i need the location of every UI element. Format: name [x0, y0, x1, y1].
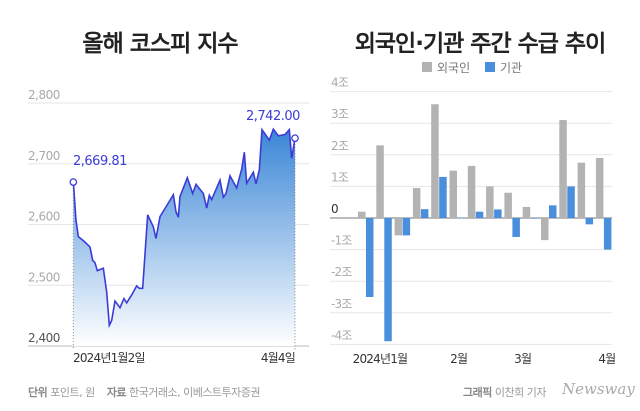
foreign-bar [486, 186, 494, 218]
institution-bar [439, 176, 447, 218]
foreign-bar [595, 157, 604, 218]
footer-source: 단위 포인트, 원 자료 한국거래소, 이베스트투자증권 [28, 384, 261, 400]
start-value-label: 2,669.81 [73, 154, 127, 169]
foreign-bar [577, 162, 586, 218]
kospi-chart-title: 올해 코스피 지수 [82, 31, 238, 57]
start-point [69, 178, 78, 186]
foreign-bar [541, 218, 549, 241]
y-tick-label: -2조 [331, 265, 352, 279]
unit-label: 단위 [28, 386, 48, 399]
institution-bar [384, 218, 392, 342]
kospi-line [72, 127, 296, 329]
y-tick-label: 2,600 [28, 210, 60, 224]
unit-value: 포인트, 원 [50, 386, 95, 399]
end-point [291, 134, 299, 143]
foreign-bar [559, 120, 567, 218]
institution-bar [585, 218, 594, 225]
foreign-bar [394, 218, 403, 236]
footer-credit: 그래픽 이찬희 기자 [463, 384, 546, 400]
x-tick-label: 2월 [450, 352, 467, 366]
end-value-label: 2,742.00 [246, 109, 300, 124]
x-tick-label: 2024년1월2일 [73, 351, 145, 365]
foreign-bar [431, 104, 439, 218]
legend-foreign-swatch [422, 62, 432, 72]
institution-bar [603, 218, 612, 250]
institution-bar [475, 211, 484, 218]
foreign-bar [522, 206, 531, 218]
newsway-logo: Newsway [562, 380, 635, 398]
y-tick-label: 2,500 [28, 270, 60, 284]
foreign-bar [467, 165, 476, 218]
x-tick-label: 4월4일 [261, 351, 295, 365]
foreign-bar [412, 187, 421, 218]
flow-chart-title: 외국인·기관 주간 수급 추이 [354, 31, 607, 57]
kospi-area [73, 129, 295, 346]
legend-institution-label: 기관 [500, 61, 522, 75]
institution-bar [402, 218, 411, 236]
institution-bar [567, 186, 575, 218]
y-tick-label: 2,400 [28, 331, 60, 345]
source-label: 자료 [106, 386, 127, 399]
source-value: 한국거래소, 이베스트투자증권 [128, 386, 261, 399]
graphic-value: 이찬희 기자 [494, 386, 547, 399]
legend-foreign-label: 외국인 [437, 61, 470, 75]
y-tick-label: -1조 [331, 234, 352, 248]
foreign-bar [504, 192, 512, 218]
graphic-label: 그래픽 [463, 386, 492, 399]
institution-bar [366, 218, 374, 297]
y-tick-label: 2,700 [28, 149, 60, 163]
y-tick-label: -4조 [331, 328, 352, 342]
legend-institution-swatch [485, 62, 495, 72]
institution-bar [549, 205, 557, 218]
x-tick-label: 2024년1월 [353, 352, 408, 366]
institution-bar [457, 218, 465, 219]
foreign-bar [376, 145, 384, 218]
y-tick-label: 2조 [331, 139, 349, 153]
foreign-bar [358, 211, 366, 218]
y-tick-label: 4조 [331, 76, 349, 90]
y-tick-label: 0 [331, 202, 338, 216]
institution-bar [512, 218, 520, 237]
y-tick-label: 3조 [331, 107, 349, 121]
y-tick-label: -3조 [331, 297, 352, 311]
institution-bar [530, 218, 539, 219]
y-tick-label: 2,800 [28, 88, 60, 102]
foreign-bar [449, 170, 457, 218]
x-tick-label: 4월 [598, 352, 615, 366]
y-tick-label: 1조 [331, 170, 349, 184]
institution-bar [420, 209, 429, 218]
x-tick-label: 3월 [514, 352, 531, 366]
institution-bar [494, 209, 502, 218]
